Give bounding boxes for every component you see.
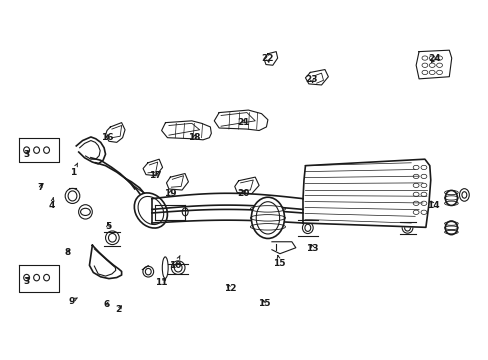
Text: 7: 7 [38, 183, 44, 192]
Ellipse shape [445, 221, 457, 235]
Text: 6: 6 [103, 300, 110, 309]
Text: 8: 8 [65, 248, 71, 257]
Text: 16: 16 [101, 133, 113, 142]
Text: 2: 2 [115, 305, 122, 314]
Text: 21: 21 [237, 118, 249, 127]
Text: 23: 23 [305, 75, 317, 84]
Text: 24: 24 [427, 54, 440, 63]
Ellipse shape [251, 197, 284, 238]
Text: 15: 15 [257, 299, 270, 308]
Ellipse shape [152, 208, 158, 216]
Ellipse shape [65, 188, 80, 203]
Text: 15: 15 [273, 256, 285, 268]
Ellipse shape [182, 208, 188, 216]
Text: 14: 14 [427, 201, 439, 210]
Ellipse shape [445, 190, 457, 206]
Ellipse shape [401, 222, 412, 233]
Text: 20: 20 [237, 189, 249, 198]
Text: 5: 5 [104, 222, 111, 231]
Text: 10: 10 [169, 256, 181, 270]
Polygon shape [303, 159, 430, 227]
Ellipse shape [79, 205, 92, 219]
Ellipse shape [105, 231, 119, 244]
Text: 9: 9 [68, 297, 77, 306]
Ellipse shape [459, 189, 468, 201]
Text: 18: 18 [188, 133, 201, 142]
Ellipse shape [142, 266, 153, 277]
Text: 17: 17 [149, 171, 162, 180]
Text: 1: 1 [70, 163, 78, 177]
Polygon shape [415, 50, 451, 79]
Text: 4: 4 [49, 198, 55, 210]
Ellipse shape [171, 261, 184, 274]
Text: 3: 3 [23, 276, 29, 285]
Ellipse shape [162, 257, 168, 278]
Ellipse shape [134, 193, 167, 228]
Text: 22: 22 [261, 54, 274, 63]
Ellipse shape [302, 222, 312, 234]
Text: 19: 19 [164, 189, 176, 198]
Text: 13: 13 [306, 244, 318, 253]
Text: 3: 3 [23, 150, 29, 159]
Text: 11: 11 [155, 278, 167, 287]
Text: 12: 12 [223, 284, 236, 293]
